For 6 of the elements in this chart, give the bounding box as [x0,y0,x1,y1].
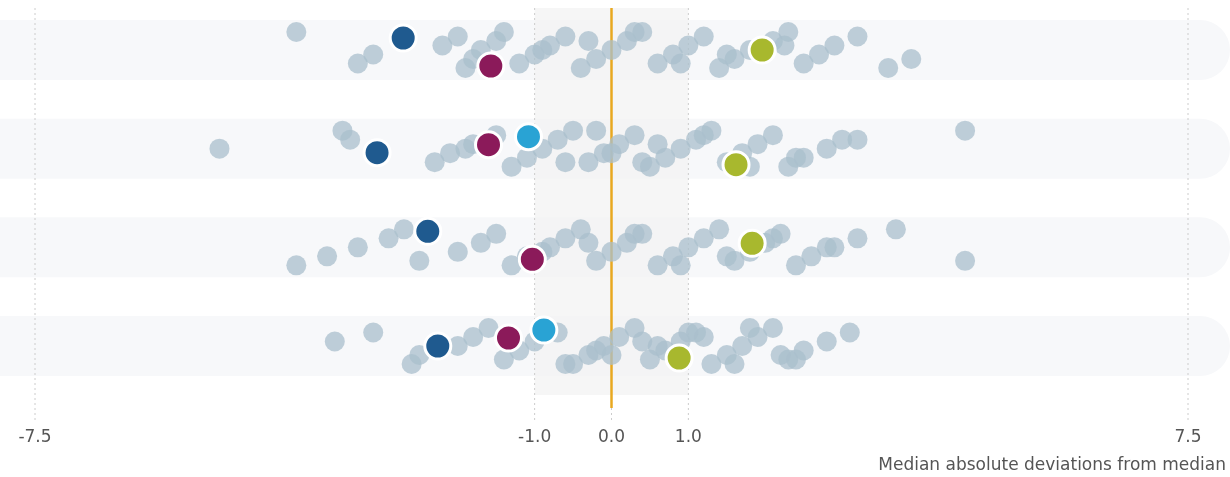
x-tick-label: -1.0 [518,426,552,446]
x-tick-label: 1.0 [674,426,702,446]
x-tick-label: 7.5 [1174,426,1202,446]
x-tick-label: -7.5 [18,426,52,446]
x-tick-label: 0.0 [597,426,626,446]
x-axis-title: Median absolute deviations from median [878,454,1226,474]
